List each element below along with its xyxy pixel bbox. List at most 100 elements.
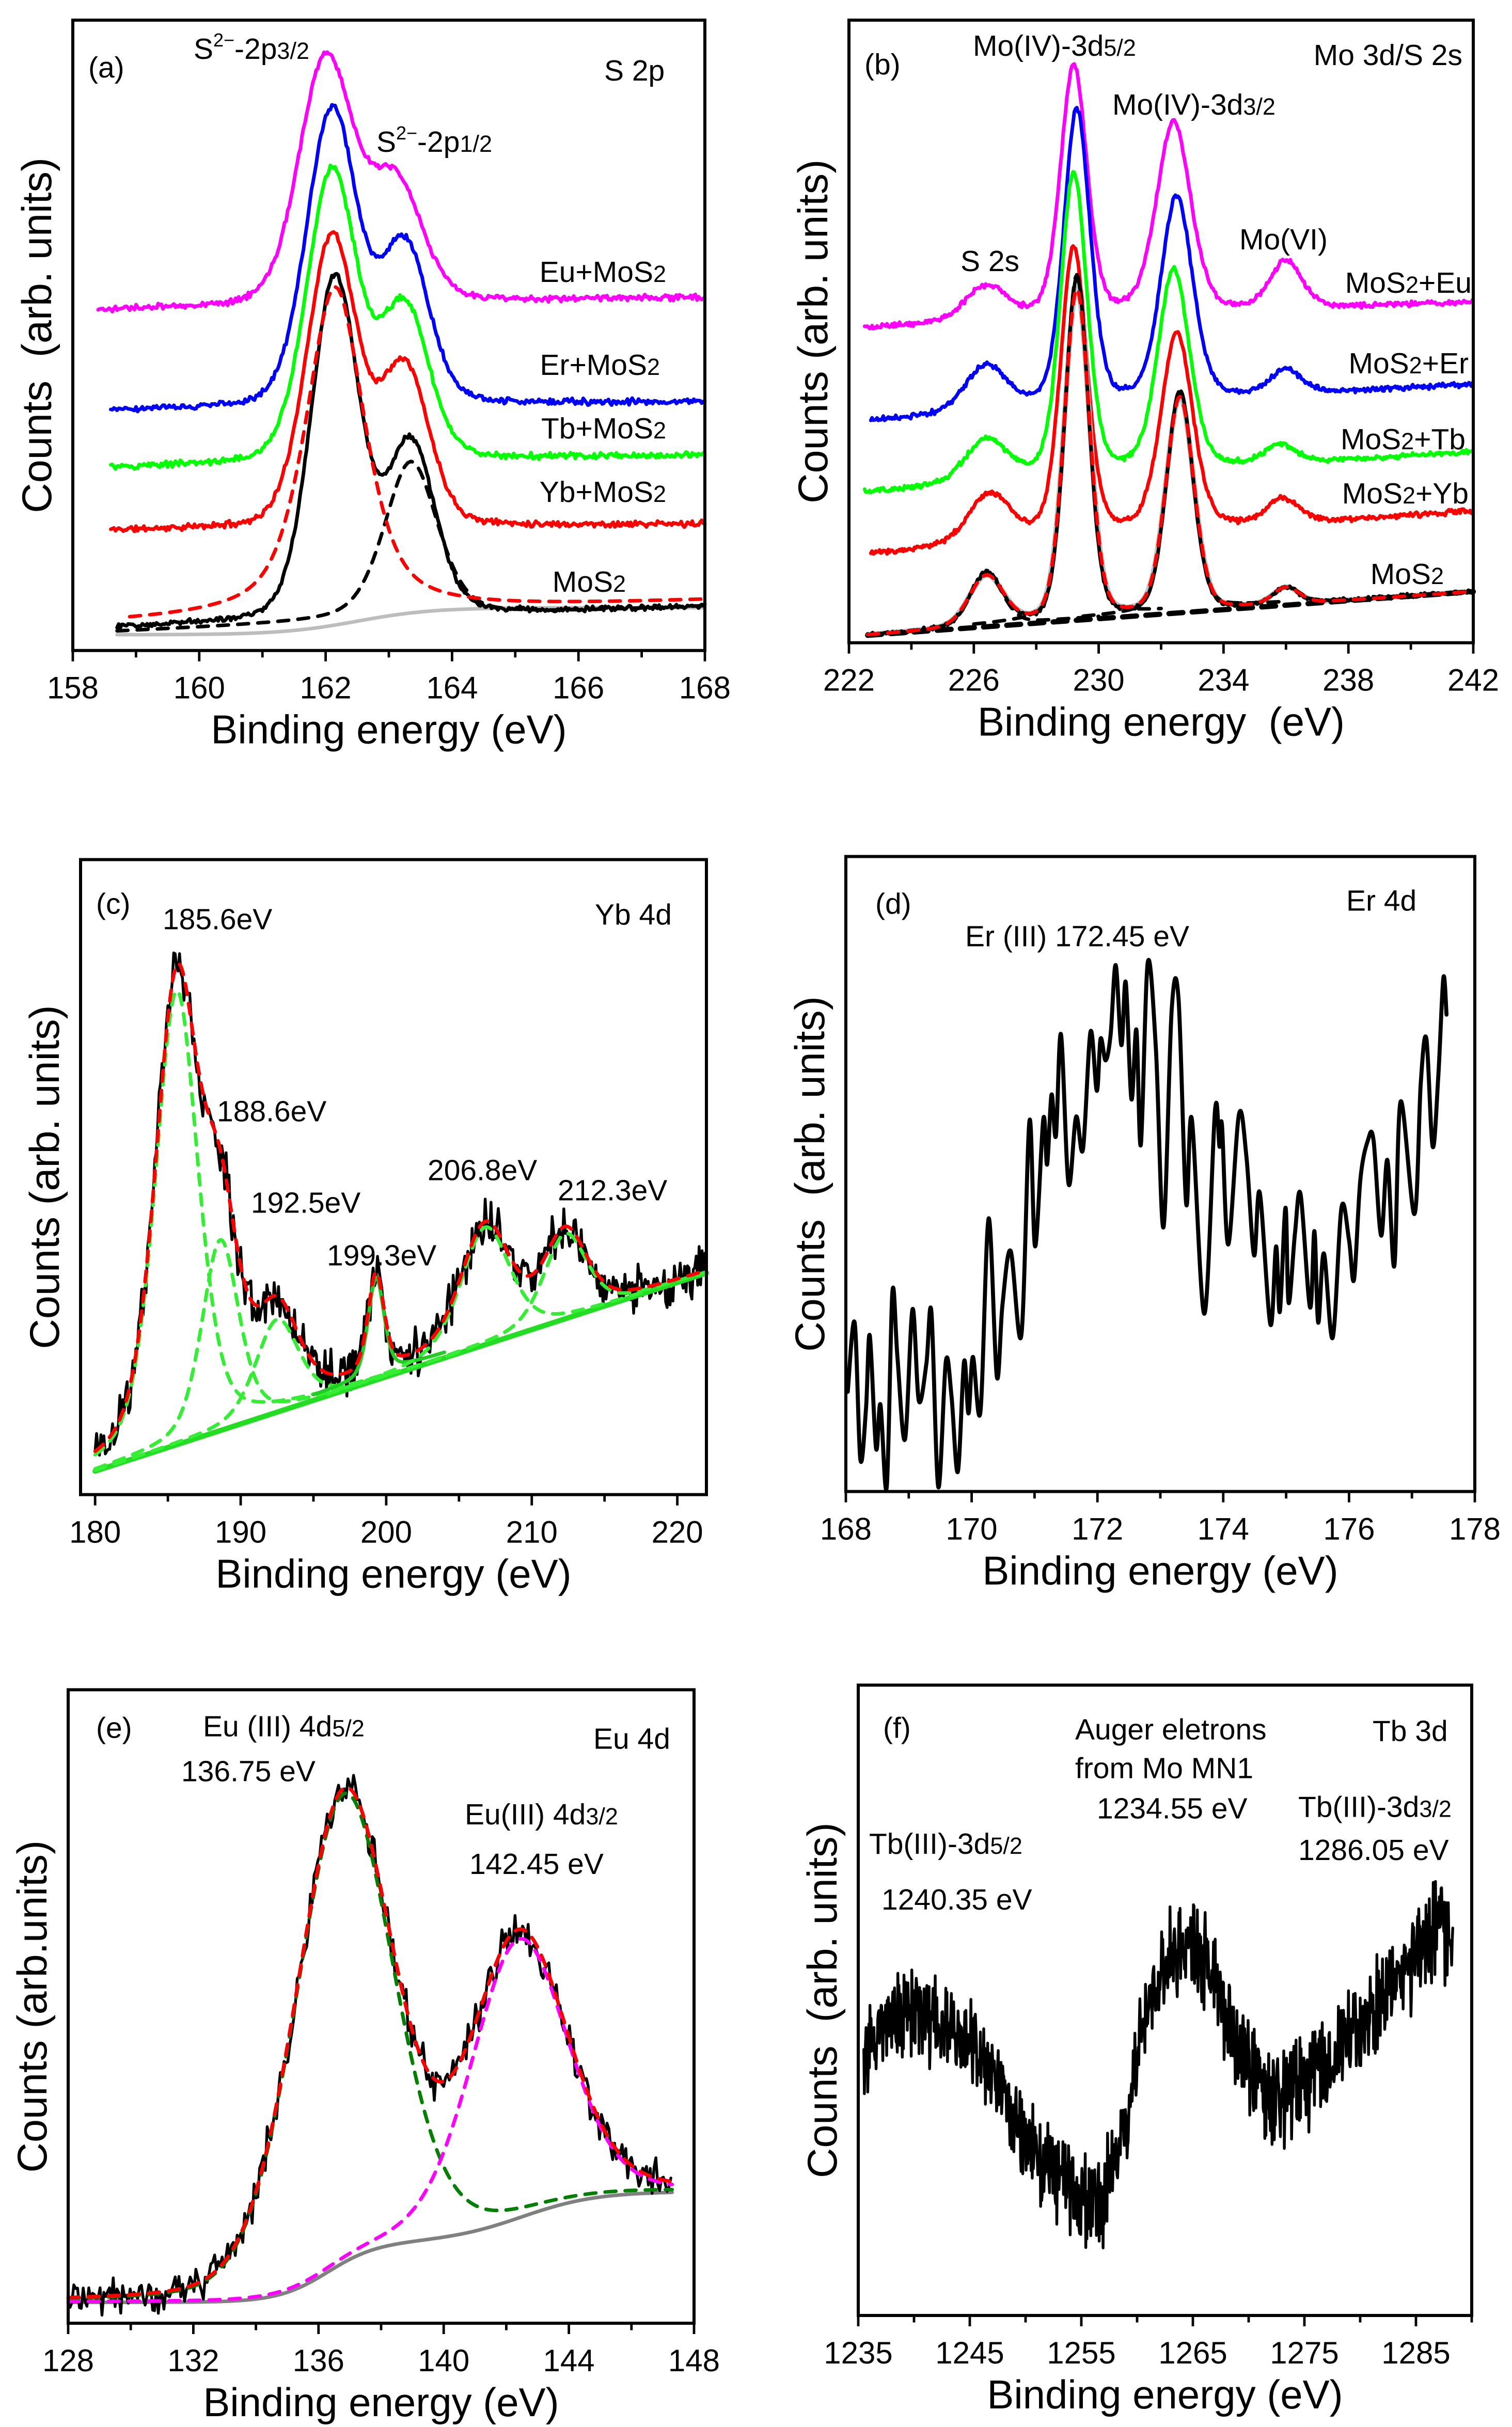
annotation-text: 1234.55 eV xyxy=(1097,1792,1248,1825)
subscript: 2 xyxy=(1406,272,1419,298)
spectrum-line xyxy=(108,163,707,471)
peak-annotation: MoS2 xyxy=(553,565,626,598)
annotation-text: MoS xyxy=(1342,477,1403,510)
x-tick-label: 164 xyxy=(426,671,478,705)
subscript: 2 xyxy=(1403,482,1415,509)
x-tick-label: 162 xyxy=(300,671,352,705)
x-axis-label: Binding energy (eV) xyxy=(203,2379,559,2425)
annotation-text: 1240.35 eV xyxy=(881,1883,1032,1916)
x-tick-label: 234 xyxy=(1198,663,1249,698)
fit-component-dashed-line xyxy=(326,1225,650,1396)
subscript: 2 xyxy=(1409,352,1422,379)
annotation-text: Auger eletrons xyxy=(1075,1713,1267,1746)
annotation-text: -2p xyxy=(234,33,277,66)
panel-f: 1235 1245 1255 1265 1275 1285 Binding energy (… xyxy=(799,1683,1473,2417)
peak-annotation: Yb+MoS2 xyxy=(540,476,666,509)
spectrum-line xyxy=(869,105,1475,422)
superscript: 2− xyxy=(213,29,234,51)
subscript: 2 xyxy=(613,571,626,597)
peak-annotation: MoS2 xyxy=(1371,558,1444,591)
plot-frame xyxy=(67,1688,696,2325)
annotation-text: MoS xyxy=(1341,423,1401,456)
fit-component-dashed-line xyxy=(66,1786,674,2299)
fit-component-dashed-line xyxy=(66,1937,674,2304)
y-axis-label: Counts (arb.units) xyxy=(9,1840,56,2173)
x-tick-label: 136 xyxy=(293,2343,344,2378)
spectrum-line xyxy=(869,244,1475,556)
x-tick-label: 1275 xyxy=(1270,2336,1338,2370)
annotation-text: +Yb xyxy=(1415,477,1469,510)
x-axis-label: Binding energy (eV) xyxy=(982,1548,1338,1593)
peak-annotation: S 2s xyxy=(960,245,1019,278)
annotation-text: 136.75 eV xyxy=(181,1755,316,1788)
annotation-text: Er (III) 172.45 eV xyxy=(965,920,1189,953)
annotation-text: Eu (III) 4d xyxy=(203,1710,332,1743)
annotation-text: 1286.05 eV xyxy=(1298,1834,1449,1867)
x-tick-label: 168 xyxy=(820,1511,872,1546)
subscript: 3/2 xyxy=(277,38,309,64)
plot-frame xyxy=(857,1683,1473,2318)
y-axis-label: Counts (arb. units) xyxy=(787,996,833,1352)
peak-annotation: Tb+MoS2 xyxy=(541,412,666,445)
spectrum-line xyxy=(93,951,708,1457)
x-tick-label: 1265 xyxy=(1158,2336,1227,2370)
fit-line xyxy=(66,2190,674,2305)
subscript: 2 xyxy=(653,481,666,507)
annotation-text: 192.5eV xyxy=(251,1187,360,1220)
x-tick-label: 178 xyxy=(1449,1511,1501,1546)
annotation-text: Mo(VI) xyxy=(1239,223,1328,256)
annotation-text: 199.3eV xyxy=(327,1239,436,1272)
plot-frame xyxy=(79,858,708,1496)
annotation-text: Tb+MoS xyxy=(541,412,653,445)
annotation-text: 212.3eV xyxy=(558,1174,667,1207)
annotation-text: Er+MoS xyxy=(540,349,647,382)
annotation-text: +Tb xyxy=(1414,423,1466,456)
annotation-text: -2p xyxy=(417,125,460,159)
x-tick-label: 140 xyxy=(418,2343,469,2378)
peak-annotation: Tb(III)-3d3/2 xyxy=(1298,1790,1452,1823)
peak-annotation: Tb(III)-3d5/2 xyxy=(869,1827,1022,1861)
peak-annotation: 1240.35 eV xyxy=(881,1883,1032,1916)
peak-annotation: Eu(III) 4d3/2 xyxy=(465,1798,618,1831)
subscript: 2 xyxy=(1401,428,1414,454)
panel-label: (f) xyxy=(883,1711,911,1744)
panel-c: 180 190 200 210 220 Binding energy (eV) Counts… xyxy=(22,858,710,1596)
panel-title: Mo 3d/S 2s xyxy=(1314,39,1462,72)
panel-e: 128 132 136 140 144 148 Binding energy (eV) Cou… xyxy=(9,1688,720,2425)
x-axis-label: Binding energy (eV) xyxy=(215,1551,571,1596)
annotation-text: Mo(IV)-3d xyxy=(1112,88,1243,121)
fit-component-dashed-line xyxy=(865,589,1476,638)
peak-annotation: 136.75 eV xyxy=(181,1755,316,1788)
x-tick-label: 238 xyxy=(1322,663,1374,698)
subscript: 2 xyxy=(653,417,666,444)
subscript: 3/2 xyxy=(1419,1795,1452,1822)
panel-title: Tb 3d xyxy=(1373,1714,1448,1747)
spectrum-line xyxy=(862,62,1475,331)
annotation-text: from Mo MN1 xyxy=(1075,1752,1253,1785)
x-tick-label: 172 xyxy=(1072,1511,1123,1546)
subscript: 2 xyxy=(653,261,666,287)
x-tick-label: 226 xyxy=(948,663,1000,698)
peak-annotation: 142.45 eV xyxy=(469,1848,604,1881)
y-axis-label: Counts (arb. units) xyxy=(790,160,837,503)
fit-component-dashed-line xyxy=(93,1317,461,1472)
annotation-text: Eu+MoS xyxy=(540,256,653,289)
x-axis-label: Binding energy (eV) xyxy=(211,707,566,752)
annotation-text: Mo(IV)-3d xyxy=(973,29,1104,62)
x-tick-label: 1285 xyxy=(1381,2336,1450,2370)
y-axis-label: Counts (arb. units) xyxy=(799,1822,846,2178)
annotation-text: 185.6eV xyxy=(163,903,272,936)
x-tick-label: 144 xyxy=(543,2343,595,2378)
annotation-text: 206.8eV xyxy=(428,1154,537,1187)
annotation-text: S 2s xyxy=(960,245,1019,278)
spectrum-line xyxy=(845,958,1449,1491)
panel-a: 158 160 162 164 166 168 Binding energy (eV) Cou… xyxy=(14,18,731,752)
x-tick-label: 128 xyxy=(42,2343,94,2378)
subscript: 5/2 xyxy=(1104,35,1136,61)
x-tick-label: 176 xyxy=(1323,1511,1375,1546)
spectrum-line xyxy=(862,170,1475,495)
panel-title: S 2p xyxy=(604,54,665,87)
peak-annotation: 1234.55 eV xyxy=(1097,1792,1248,1825)
fit-component-dashed-line xyxy=(428,1232,708,1363)
